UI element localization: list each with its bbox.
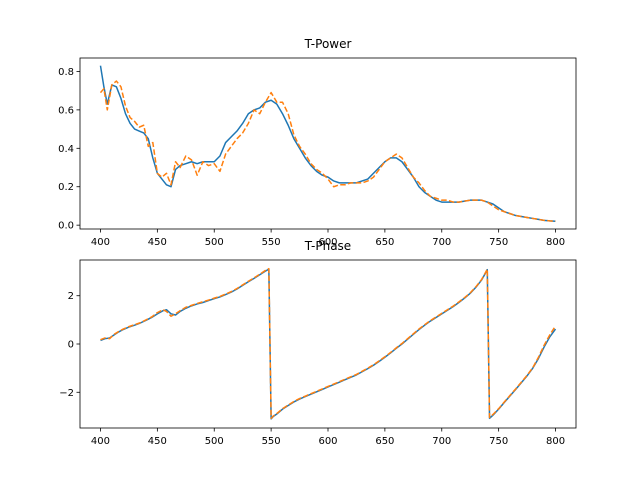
t-power-title: T-Power bbox=[304, 37, 352, 51]
t-power-x-tick-label: 800 bbox=[546, 237, 565, 248]
t-phase-x-tick-label: 700 bbox=[432, 436, 451, 447]
t-power-y-tick-label: 0.4 bbox=[58, 144, 74, 155]
t-phase-x-tick-label: 500 bbox=[205, 436, 224, 447]
t-phase-x-tick-label: 600 bbox=[318, 436, 337, 447]
t-power-x-tick-label: 750 bbox=[489, 237, 508, 248]
t-power-x-ticks: 400 450 500 550 600 650 700 750 800 bbox=[91, 229, 565, 248]
t-phase-x-ticks: 400 450 500 550 600 650 700 750 800 bbox=[91, 428, 565, 447]
t-power-x-tick-label: 500 bbox=[205, 237, 224, 248]
t-phase-y-tick-label: 2 bbox=[68, 291, 74, 302]
t-phase-series-2-line bbox=[100, 267, 557, 420]
t-phase-y-tick-label: 0 bbox=[68, 340, 74, 351]
t-power-x-tick-label: 550 bbox=[262, 237, 281, 248]
t-phase-x-tick-label: 800 bbox=[546, 436, 565, 447]
t-phase-x-tick-label: 650 bbox=[375, 436, 394, 447]
t-power-chart: T-Power 400 450 500 550 600 650 700 750 800 0.00… bbox=[58, 37, 577, 248]
t-phase-chart: 400 450 500 550 600 650 700 750 800 −2 0 2 T-Phase bbox=[59, 239, 577, 447]
t-phase-title: T-Phase bbox=[304, 239, 351, 253]
t-power-y-tick-label: 0.2 bbox=[58, 182, 74, 193]
t-power-y-tick-label: 0.8 bbox=[58, 67, 74, 78]
t-phase-x-tick-label: 400 bbox=[91, 436, 110, 447]
t-power-x-tick-label: 700 bbox=[432, 237, 451, 248]
t-phase-x-tick-label: 750 bbox=[489, 436, 508, 447]
t-power-series-2-line bbox=[99, 80, 556, 223]
t-power-series bbox=[99, 65, 556, 223]
t-power-x-tick-label: 450 bbox=[148, 237, 167, 248]
t-phase-x-tick-label: 450 bbox=[148, 436, 167, 447]
t-phase-x-tick-label: 550 bbox=[262, 436, 281, 447]
t-phase-series bbox=[100, 267, 557, 420]
t-power-x-tick-label: 600 bbox=[318, 237, 337, 248]
t-power-x-tick-label: 400 bbox=[91, 237, 110, 248]
t-power-x-tick-label: 650 bbox=[375, 237, 394, 248]
t-phase-y-tick-label: −2 bbox=[59, 388, 74, 399]
t-power-y-tick-label: 0.6 bbox=[58, 105, 74, 116]
t-power-y-tick-label: 0.0 bbox=[58, 221, 74, 232]
t-phase-y-ticks: −2 0 2 bbox=[59, 291, 80, 399]
t-power-y-ticks: 0.0 0.2 0.4 0.6 0.8 bbox=[58, 67, 80, 232]
